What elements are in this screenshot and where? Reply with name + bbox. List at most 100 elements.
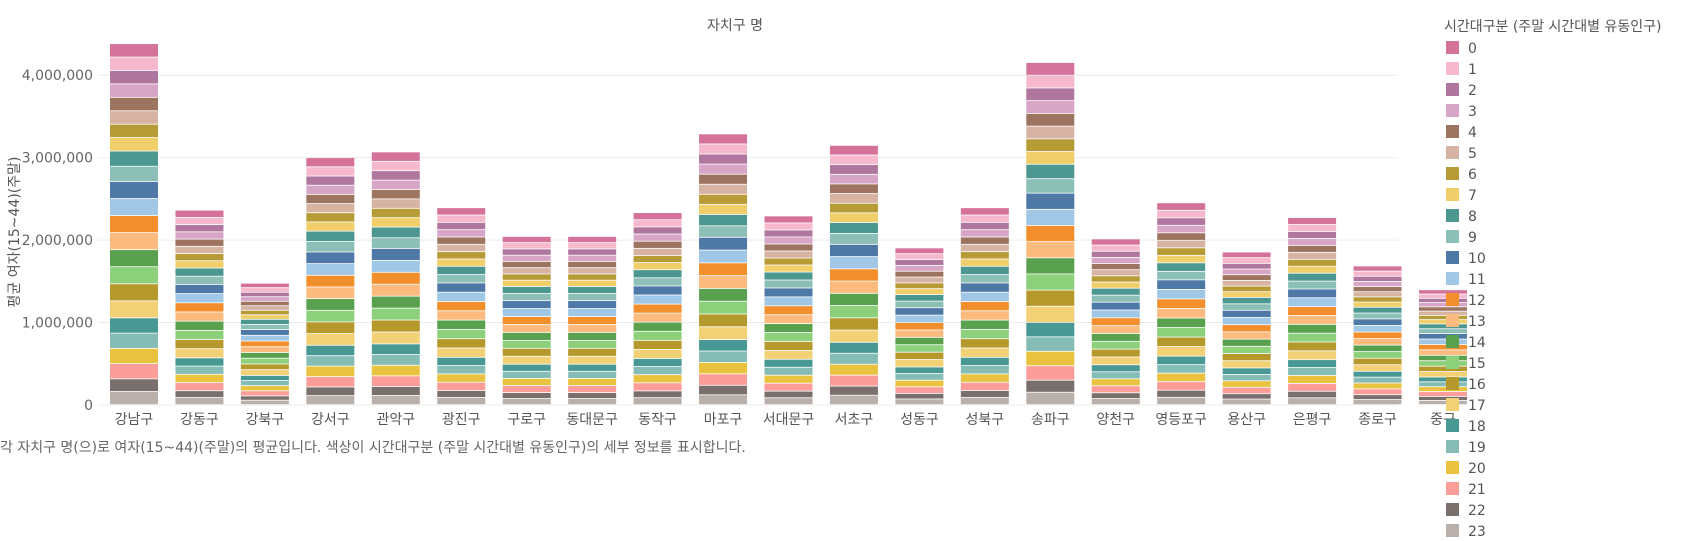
- bar-segment: [895, 294, 944, 301]
- bar-segment: [502, 243, 551, 249]
- bar-segment: [1222, 292, 1271, 298]
- legend-label: 21: [1468, 482, 1486, 498]
- bar-segment: [1288, 266, 1337, 273]
- bar-segment: [1157, 225, 1206, 233]
- bar-segment: [1419, 329, 1467, 334]
- bar-segment: [1091, 270, 1140, 276]
- bar-segment: [633, 255, 682, 263]
- bar-segment: [1157, 210, 1206, 218]
- bar-segment: [502, 348, 551, 356]
- bar-segment: [1353, 377, 1402, 383]
- bar-segment: [1353, 332, 1402, 339]
- bar-stack: [437, 208, 486, 405]
- bar-segment: [1091, 393, 1140, 399]
- bar-segment: [371, 248, 420, 260]
- bar-segment: [764, 272, 813, 280]
- bar-segment: [1026, 392, 1075, 405]
- bar-segment: [1353, 399, 1402, 405]
- bar-segment: [960, 283, 1009, 292]
- bar-stack: [175, 210, 224, 405]
- bar-segment: [175, 246, 224, 254]
- bar-segment: [1419, 350, 1467, 355]
- bar-segment: [1026, 366, 1075, 380]
- bar-segment: [1419, 315, 1467, 320]
- bar-segment: [371, 227, 420, 238]
- bar-segment: [895, 380, 944, 387]
- bar-segment: [437, 208, 486, 215]
- bar-segment: [764, 324, 813, 333]
- bar-segment: [633, 391, 682, 398]
- bar-segment: [960, 252, 1009, 259]
- legend-label: 12: [1468, 293, 1486, 309]
- bar-segment: [764, 265, 813, 272]
- bar-segment: [175, 232, 224, 239]
- bar-segment: [633, 340, 682, 350]
- bar-segment: [110, 124, 158, 138]
- bar-stack: [371, 152, 420, 405]
- bar-segment: [110, 166, 158, 182]
- bar-segment: [829, 257, 878, 269]
- bar-segment: [502, 280, 551, 287]
- bar-segment: [1091, 302, 1140, 310]
- bar-segment: [1288, 245, 1337, 252]
- bar-segment: [699, 214, 748, 226]
- bar-segment: [699, 395, 748, 405]
- legend-label: 5: [1468, 146, 1477, 162]
- bar-segment: [960, 374, 1009, 382]
- bar-segment: [437, 374, 486, 382]
- bar-segment: [1419, 290, 1467, 294]
- legend-label: 10: [1468, 251, 1486, 267]
- bar-segment: [371, 171, 420, 180]
- bar-segment: [699, 174, 748, 184]
- bar-segment: [764, 367, 813, 375]
- bar-segment: [110, 284, 158, 301]
- bar-segment: [1091, 295, 1140, 302]
- bar-segment: [1288, 289, 1337, 298]
- bar-segment: [371, 208, 420, 218]
- bar-segment: [633, 270, 682, 278]
- bar-segment: [960, 397, 1009, 405]
- bar-segment: [568, 243, 617, 249]
- bar-segment: [502, 268, 551, 274]
- bar-segment: [699, 204, 748, 215]
- bar-segment: [110, 111, 158, 124]
- bar-segment: [1222, 353, 1271, 361]
- bar-segment: [175, 261, 224, 268]
- bar-segment: [568, 371, 617, 379]
- bar-segment: [437, 230, 486, 237]
- legend-label: 17: [1468, 398, 1486, 414]
- bar-segment: [633, 322, 682, 331]
- bar-segment: [1353, 345, 1402, 352]
- bar-stack: [1222, 252, 1271, 405]
- bar-segment: [110, 348, 158, 364]
- bar-segment: [1026, 258, 1075, 274]
- bar-segment: [1288, 252, 1337, 259]
- bar-segment: [960, 230, 1009, 237]
- bar-segment: [502, 340, 551, 348]
- bar-segment: [502, 255, 551, 262]
- bar-stack: [829, 145, 878, 405]
- bar-segment: [895, 393, 944, 399]
- bar-segment: [1026, 193, 1075, 209]
- bar-segment: [1157, 263, 1206, 271]
- bar-segment: [829, 330, 878, 342]
- x-tick-label: 양천구: [1096, 412, 1135, 428]
- bar-segment: [829, 306, 878, 318]
- y-axis-label: 평균 여자(15~44)(주말): [7, 157, 23, 308]
- bar-segment: [437, 275, 486, 283]
- bar-segment: [633, 383, 682, 391]
- bar-segment: [1419, 366, 1467, 372]
- legend-item: 8: [1446, 209, 1477, 225]
- bar-segment: [960, 208, 1009, 215]
- bar-segment: [699, 385, 748, 395]
- bar-segment: [960, 339, 1009, 348]
- bar-segment: [764, 332, 813, 342]
- bar-segment: [437, 311, 486, 320]
- bar-segment: [1222, 332, 1271, 339]
- bar-stack: [240, 283, 289, 405]
- bar-segment: [502, 371, 551, 379]
- bar-segment: [1288, 324, 1337, 333]
- bar-segment: [1222, 275, 1271, 280]
- bar-segment: [110, 250, 158, 267]
- bar-segment: [829, 293, 878, 306]
